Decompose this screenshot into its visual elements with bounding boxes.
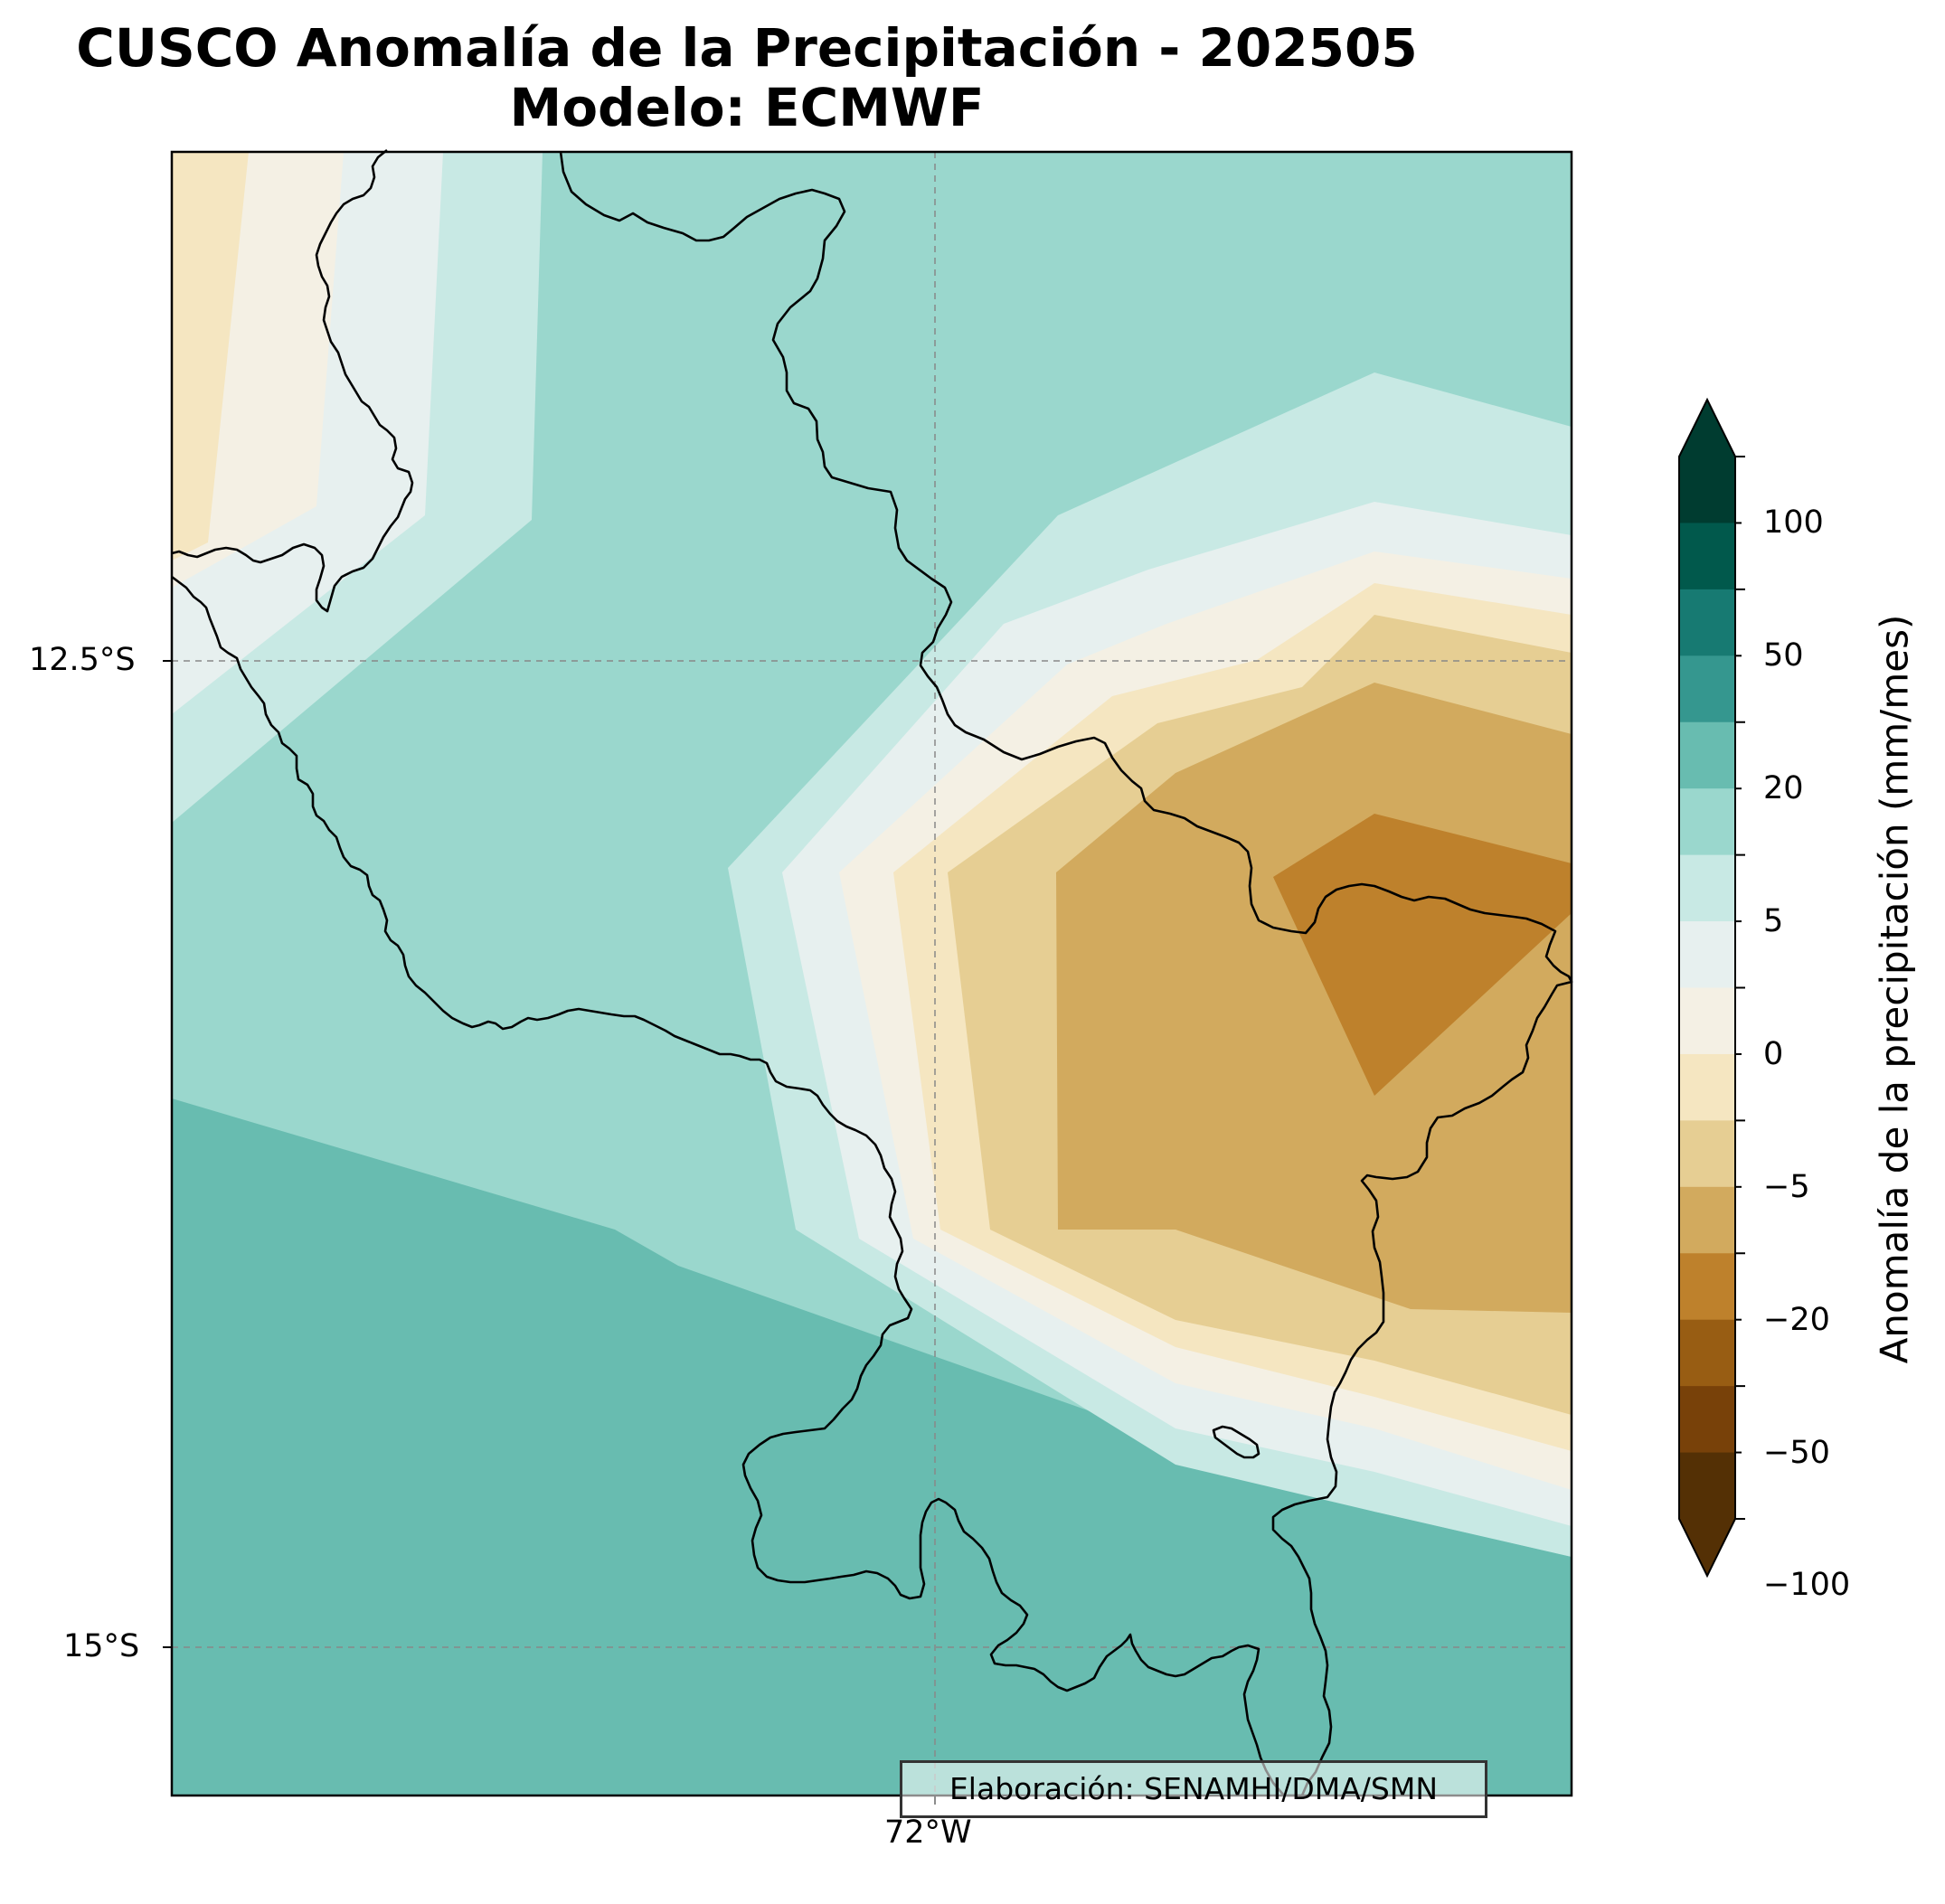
colorbar-tick-label: 20 (1763, 770, 1804, 807)
colorbar-extend-min (1679, 1519, 1735, 1576)
colorbar-bin (1679, 1120, 1735, 1188)
anomaly-field (172, 152, 1572, 1796)
colorbar-bin (1679, 921, 1735, 988)
colorbar-bin (1679, 1452, 1735, 1520)
colorbar-tick-label: −100 (1763, 1567, 1851, 1604)
map-subtitle: Modelo: ECMWF (509, 77, 985, 138)
colorbar-bin (1679, 457, 1735, 523)
lat-ticks (163, 660, 172, 1648)
lat-label-12-5s: 12.5°S (29, 642, 136, 678)
colorbar-bin (1679, 854, 1735, 922)
colorbar-bin (1679, 523, 1735, 590)
colorbar-bin (1679, 721, 1735, 789)
map-frame (170, 150, 1573, 1797)
colorbar-tick-label: −5 (1763, 1168, 1810, 1205)
lat-label-15s: 15°S (63, 1628, 140, 1664)
colorbar-bin (1679, 589, 1735, 656)
colorbar-tick-label: 0 (1763, 1035, 1784, 1072)
credit-box: Elaboración: SENAMHI/DMA/SMN (900, 1760, 1487, 1818)
colorbar-tick-label: 100 (1763, 504, 1824, 542)
colorbar-tick-label: −50 (1763, 1434, 1830, 1471)
colorbar-bin (1679, 1053, 1735, 1121)
lon-label-72w: 72°W (884, 1814, 972, 1851)
colorbar-extend-max (1679, 400, 1735, 457)
colorbar-bin (1679, 1186, 1735, 1254)
colorbar-bin (1679, 1319, 1735, 1387)
colorbar-bin (1679, 987, 1735, 1055)
gridlines (172, 152, 1572, 1796)
colorbar-tick-label: −20 (1763, 1301, 1830, 1338)
colorbar-tick-label: 50 (1763, 637, 1804, 674)
colorbar-bin (1679, 655, 1735, 723)
colorbar-bin (1679, 1386, 1735, 1454)
colorbar-bin (1679, 1253, 1735, 1321)
colorbar (1678, 397, 1745, 1579)
field-northwest-4 (172, 152, 249, 561)
region-boundary (171, 148, 1573, 1797)
colorbar-tick-label: 5 (1763, 903, 1784, 940)
colorbar-label-text: Anomalía de la precipitación (mm/mes) (1872, 614, 1917, 1364)
field-south-band (172, 1098, 1572, 1796)
field-east-7 (1273, 814, 1572, 1096)
colorbar-bin (1679, 788, 1735, 856)
map-title: CUSCO Anomalía de la Precipitación - 202… (76, 17, 1418, 79)
